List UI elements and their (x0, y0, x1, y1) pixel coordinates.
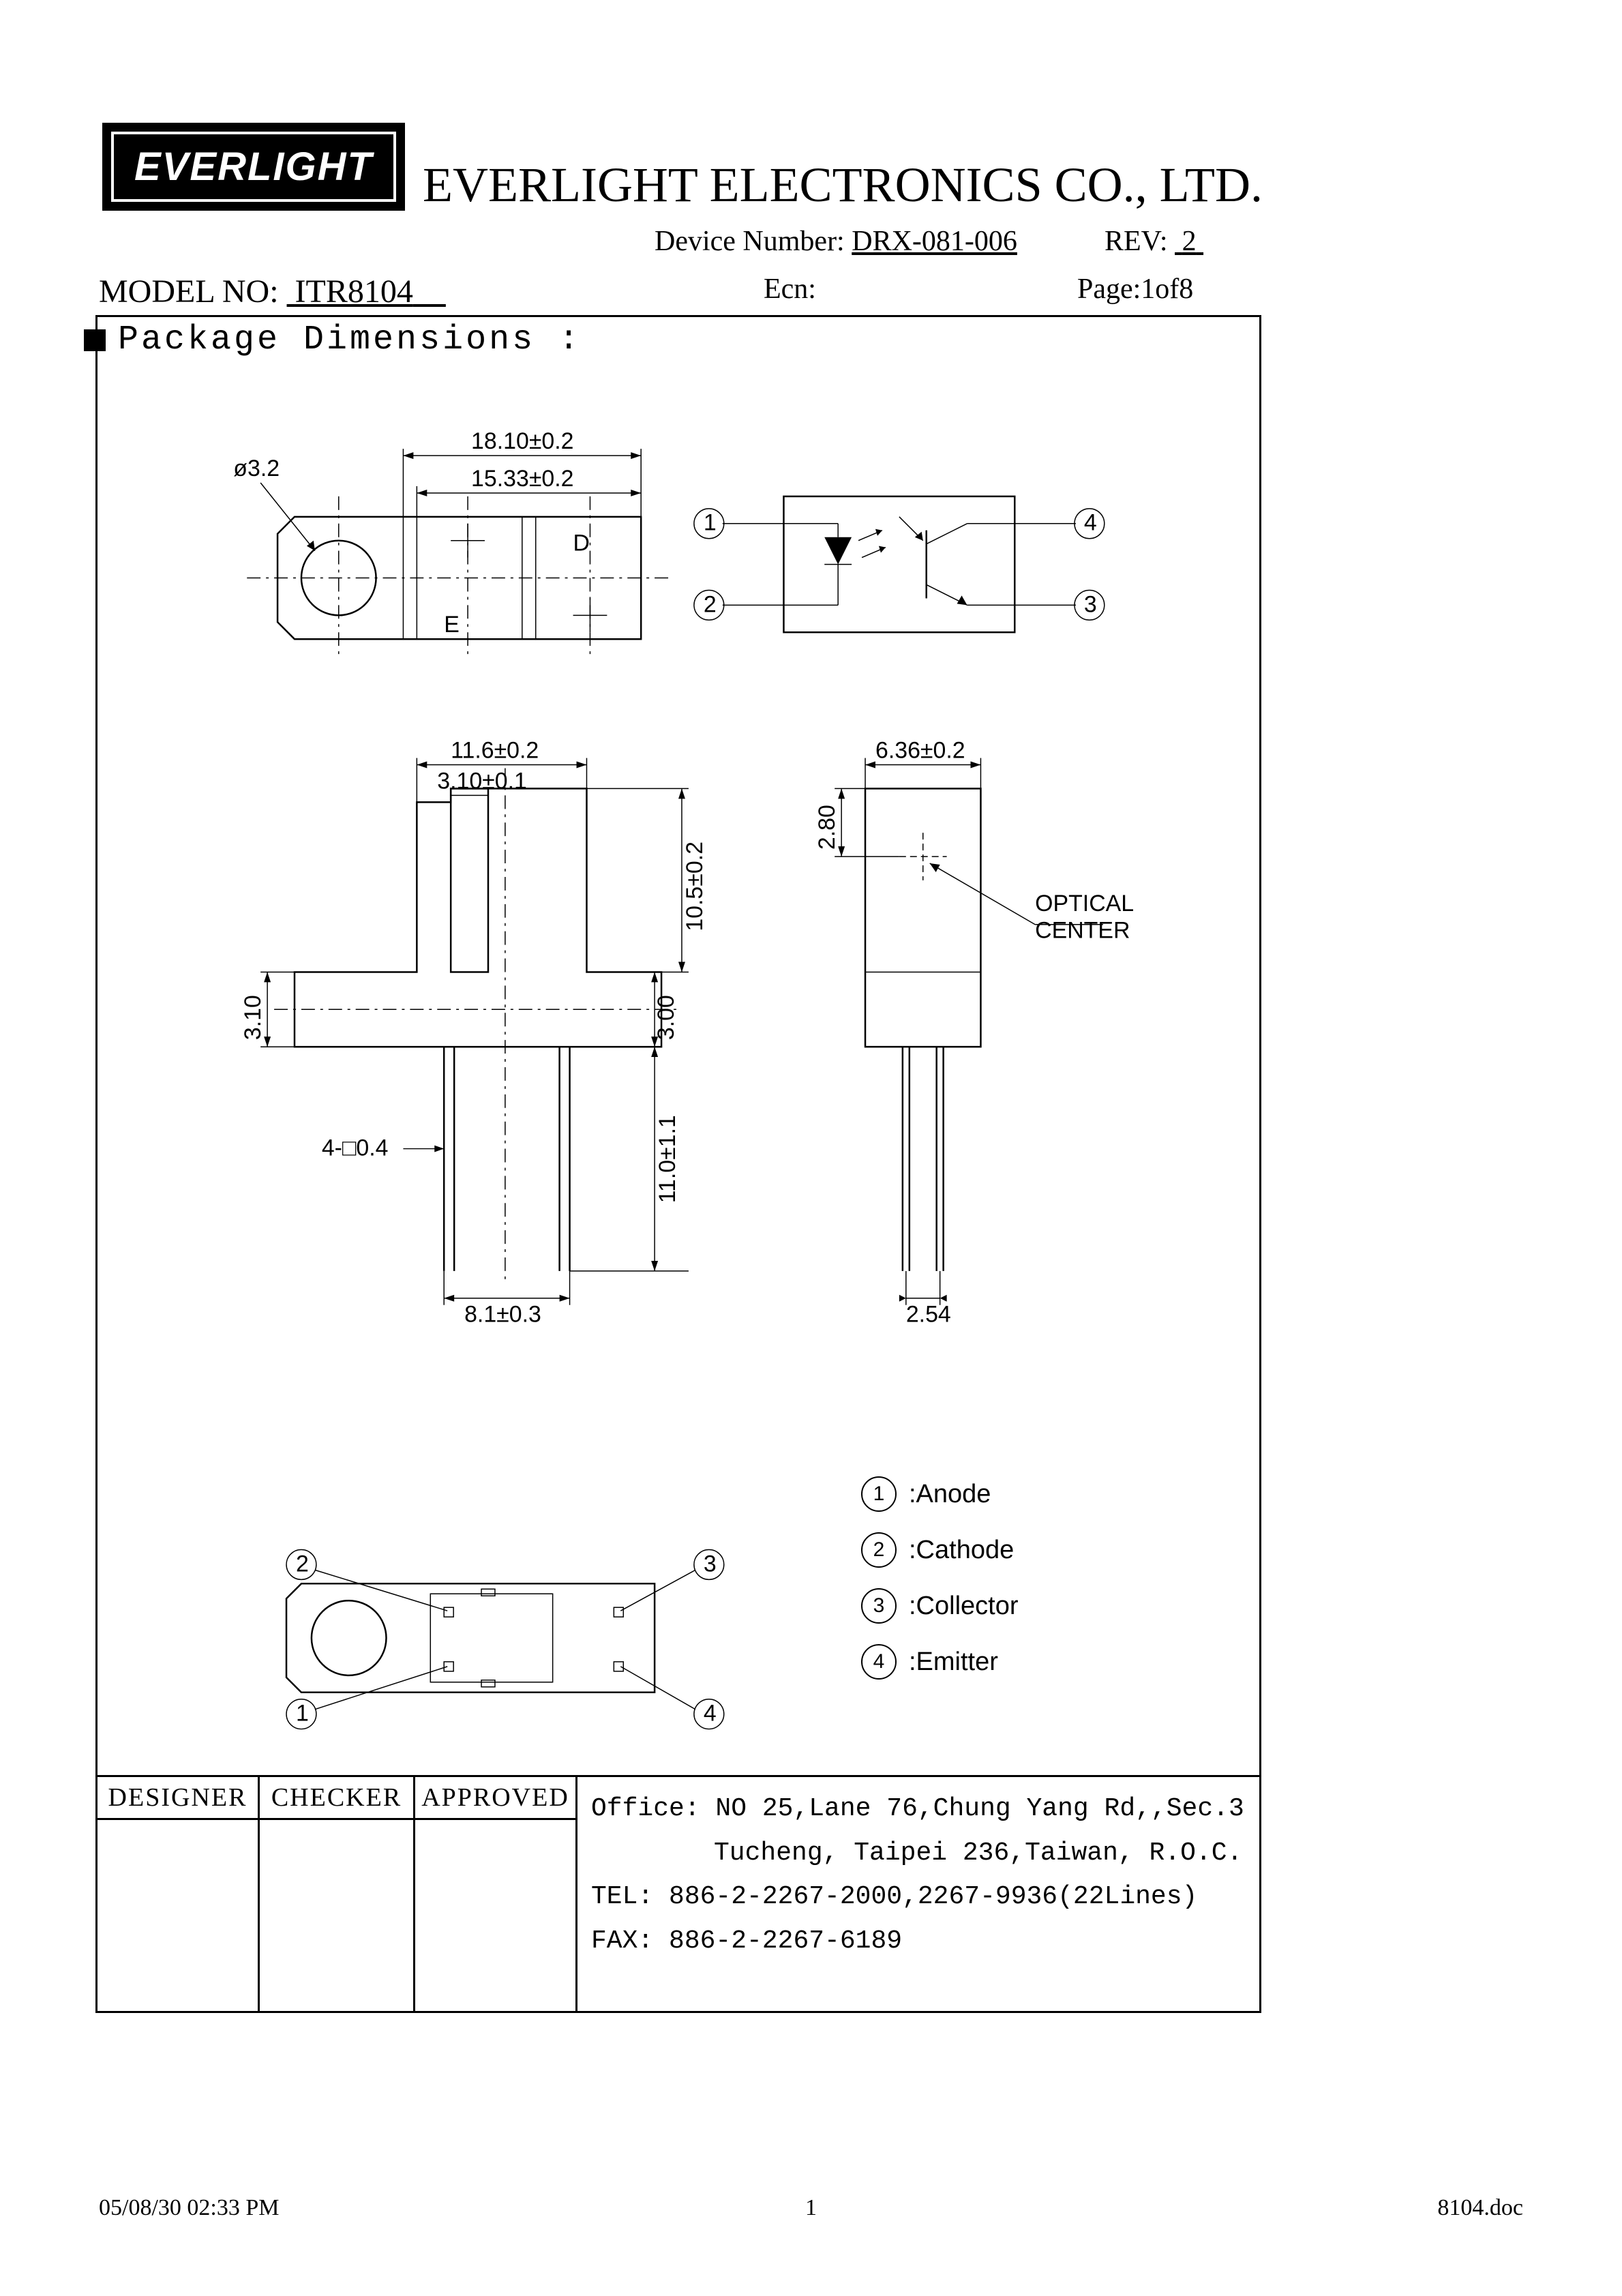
device-number: DRX-081-006 (852, 226, 1017, 257)
svg-text:2.54: 2.54 (906, 1302, 951, 1328)
svg-text:4: 4 (1084, 510, 1097, 536)
svg-text:3: 3 (704, 1551, 717, 1577)
section-title: Package Dimensions : (104, 320, 582, 359)
office-line-1: Office: NO 25,Lane 76,Chung Yang Rd,,Sec… (591, 1787, 1246, 1832)
svg-text:1: 1 (296, 1701, 309, 1727)
designer-col: DESIGNER (97, 1777, 260, 2011)
company-name: EVERLIGHT ELECTRONICS CO., LTD. (423, 157, 1263, 213)
datasheet-page: EVERLIGHT EVERLIGHT ELECTRONICS CO., LTD… (0, 0, 1622, 2296)
approved-col: APPROVED (415, 1777, 577, 2011)
svg-text:3.10: 3.10 (240, 995, 266, 1040)
pin-number: 2 (861, 1532, 897, 1568)
logo: EVERLIGHT (102, 123, 405, 211)
office-info: Office: NO 25,Lane 76,Chung Yang Rd,,Sec… (577, 1777, 1259, 2011)
svg-text:CENTER: CENTER (1035, 918, 1130, 944)
bottom-view: 2 1 3 4 (286, 1549, 724, 1729)
ecn-label: Ecn: (764, 273, 816, 305)
svg-text:D: D (573, 531, 590, 556)
svg-text:18.10±0.2: 18.10±0.2 (471, 428, 573, 454)
svg-text:3.10±0.1: 3.10±0.1 (437, 768, 527, 794)
model-value: ITR8104 (287, 273, 446, 310)
designer-cell (97, 1820, 258, 2011)
pin-label: :Collector (909, 1592, 1019, 1621)
svg-text:4-□0.4: 4-□0.4 (322, 1135, 389, 1161)
office-tel: TEL: 886-2-2267-2000,2267-9936(22Lines) (591, 1875, 1246, 1920)
designer-header: DESIGNER (97, 1777, 258, 1820)
svg-text:10.5±0.2: 10.5±0.2 (682, 841, 708, 931)
pin-emitter: 4 :Emitter (861, 1644, 1019, 1680)
svg-text:ø3.2: ø3.2 (233, 456, 280, 481)
pin-collector: 3 :Collector (861, 1588, 1019, 1624)
model-label: MODEL NO: (99, 273, 279, 310)
model-line: MODEL NO: ITR8104 (99, 273, 446, 310)
svg-text:15.33±0.2: 15.33±0.2 (471, 466, 573, 492)
pin-label: :Cathode (909, 1536, 1014, 1565)
front-view: 11.6±0.2 3.10±0.1 10.5±0.2 3.00 (240, 738, 708, 1328)
svg-text:6.36±0.2: 6.36±0.2 (875, 738, 965, 764)
content-frame: Package Dimensions : (95, 315, 1261, 2013)
svg-text:8.1±0.3: 8.1±0.3 (464, 1302, 541, 1328)
logo-text: EVERLIGHT (134, 144, 373, 190)
pin-anode: 1 :Anode (861, 1476, 1019, 1512)
pin-label: :Emitter (909, 1648, 998, 1677)
pin-cathode: 2 :Cathode (861, 1532, 1019, 1568)
signature-table: DESIGNER CHECKER APPROVED Office: NO 25,… (97, 1775, 1259, 2011)
svg-text:2.80: 2.80 (814, 805, 840, 850)
svg-text:E: E (444, 612, 460, 638)
bullet-square-icon (84, 329, 106, 351)
svg-text:3: 3 (1084, 591, 1097, 617)
approved-cell (415, 1820, 575, 2011)
page-number: Page:1of8 (1077, 273, 1193, 305)
technical-drawing: D E 18.10±0.2 15.33±0.2 (97, 372, 1259, 1756)
device-number-line: Device Number: DRX-081-006 (655, 225, 1038, 258)
svg-text:1: 1 (704, 510, 717, 536)
checker-header: CHECKER (260, 1777, 413, 1820)
svg-text:11.0±1.1: 11.0±1.1 (655, 1115, 680, 1203)
svg-text:2: 2 (704, 591, 717, 617)
footer-timestamp: 05/08/30 02:33 PM (99, 2195, 279, 2221)
rev-value: 2 (1175, 226, 1203, 257)
office-line-2: Tucheng, Taipei 236,Taiwan, R.O.C. (591, 1832, 1246, 1876)
pin-number: 4 (861, 1644, 897, 1680)
footer-page-number: 1 (805, 2195, 817, 2221)
pin-legend: 1 :Anode 2 :Cathode 3 :Collector 4 :Emit… (861, 1476, 1019, 1700)
approved-header: APPROVED (415, 1777, 575, 1820)
rev-line: REV: 2 (1105, 225, 1203, 258)
device-label: Device Number: (655, 226, 845, 257)
top-view: D E 18.10±0.2 15.33±0.2 (233, 428, 668, 659)
footer-filename: 8104.doc (1437, 2195, 1523, 2221)
checker-cell (260, 1820, 413, 2011)
logo-inner: EVERLIGHT (111, 132, 396, 202)
office-fax: FAX: 886-2-2267-6189 (591, 1920, 1246, 1964)
pin-number: 1 (861, 1476, 897, 1512)
svg-text:OPTICAL: OPTICAL (1035, 891, 1134, 916)
svg-text:11.6±0.2: 11.6±0.2 (451, 738, 539, 764)
pin-label: :Anode (909, 1480, 991, 1509)
section-title-text: Package Dimensions : (118, 320, 582, 359)
pin-number: 3 (861, 1588, 897, 1624)
svg-text:3.00: 3.00 (653, 995, 679, 1040)
side-view: 6.36±0.2 2.80 OPTICAL CENTER (814, 738, 1134, 1328)
rev-label: REV: (1105, 226, 1168, 257)
schematic: 1 2 4 3 (694, 496, 1105, 632)
checker-col: CHECKER (260, 1777, 415, 2011)
svg-text:4: 4 (704, 1701, 717, 1727)
svg-text:2: 2 (296, 1551, 309, 1577)
